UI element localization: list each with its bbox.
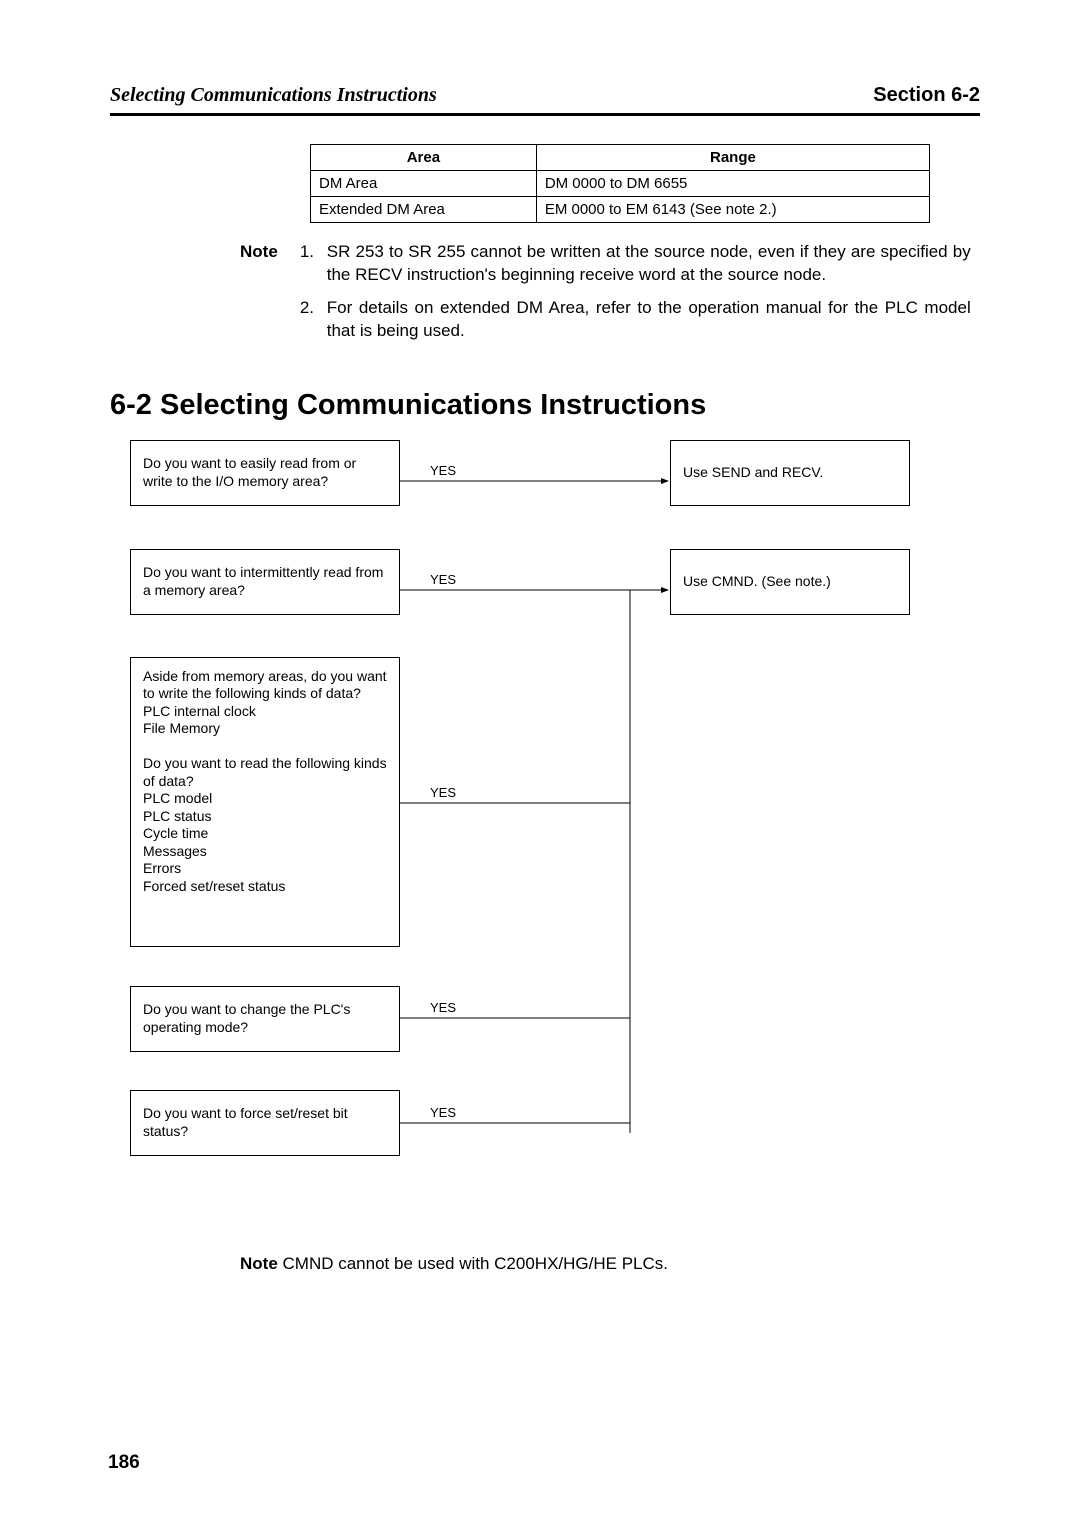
yes-label: YES (430, 572, 456, 587)
header-right: Section 6-2 (873, 84, 980, 107)
table-cell: Extended DM Area (311, 197, 537, 223)
section-title: 6-2 Selecting Communications Instruction… (110, 389, 980, 422)
final-note-label: Note (240, 1254, 278, 1273)
yes-label: YES (430, 1000, 456, 1015)
yes-label: YES (430, 785, 456, 800)
table-header: Area (311, 145, 537, 171)
notes-list: SR 253 to SR 255 cannot be written at th… (301, 241, 971, 353)
area-range-table: AreaRange DM AreaDM 0000 to DM 6655Exten… (310, 144, 930, 223)
table-cell: DM 0000 to DM 6655 (536, 171, 929, 197)
flow-answer-box: Use SEND and RECV. (670, 440, 910, 506)
table-row: DM AreaDM 0000 to DM 6655 (311, 171, 930, 197)
flow-answer-box: Use CMND. (See note.) (670, 549, 910, 615)
table-cell: EM 0000 to EM 6143 (See note 2.) (536, 197, 929, 223)
flow-question-box: Aside from memory areas, do you want to … (130, 657, 400, 947)
note-label: Note (240, 241, 296, 264)
note-item: For details on extended DM Area, refer t… (319, 297, 971, 343)
page-number: 186 (108, 1452, 140, 1474)
table-cell: DM Area (311, 171, 537, 197)
running-header: Selecting Communications Instructions Se… (110, 84, 980, 111)
page: Selecting Communications Instructions Se… (0, 0, 1080, 1528)
flow-question-box: Do you want to change the PLC's operatin… (130, 986, 400, 1052)
flowchart: Do you want to easily read from or write… (110, 440, 930, 1230)
header-left: Selecting Communications Instructions (110, 84, 437, 107)
final-note: Note CMND cannot be used with C200HX/HG/… (240, 1254, 980, 1274)
notes-block: Note SR 253 to SR 255 cannot be written … (240, 241, 980, 353)
note-item: SR 253 to SR 255 cannot be written at th… (319, 241, 971, 287)
flow-question-box: Do you want to easily read from or write… (130, 440, 400, 506)
final-note-text: CMND cannot be used with C200HX/HG/HE PL… (278, 1254, 668, 1273)
table-header: Range (536, 145, 929, 171)
flow-question-box: Do you want to force set/reset bit statu… (130, 1090, 400, 1156)
yes-label: YES (430, 463, 456, 478)
table-row: Extended DM AreaEM 0000 to EM 6143 (See … (311, 197, 930, 223)
flow-question-box: Do you want to intermittently read from … (130, 549, 400, 615)
header-rule (110, 113, 980, 116)
yes-label: YES (430, 1105, 456, 1120)
